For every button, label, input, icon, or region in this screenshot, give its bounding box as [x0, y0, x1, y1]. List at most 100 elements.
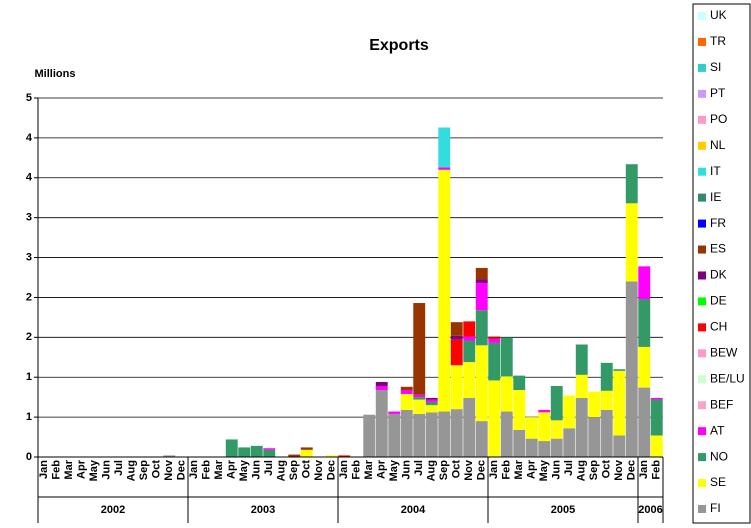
x-tick-label: Sep — [588, 460, 600, 480]
x-tick-label: Sep — [288, 460, 300, 480]
x-tick-label: Jul — [263, 460, 275, 476]
bar-segment — [413, 394, 426, 398]
legend-swatch — [698, 193, 706, 202]
bar-segment — [575, 397, 588, 457]
legend-swatch — [698, 427, 706, 436]
bar-segment — [425, 412, 438, 457]
bar-segment — [513, 389, 526, 430]
x-tick-label: Sep — [138, 460, 150, 480]
x-tick-label: Feb — [51, 460, 63, 480]
bar-segment — [550, 420, 563, 439]
bar-segment — [250, 445, 263, 457]
bar-segment — [613, 435, 626, 457]
bar-segment — [463, 397, 476, 457]
bar-segment — [475, 283, 488, 311]
x-tick-label: Nov — [313, 459, 325, 481]
bar-segment — [475, 345, 488, 422]
bar-segment — [438, 127, 451, 168]
bar-segment — [600, 390, 613, 410]
legend-label: CH — [710, 320, 727, 334]
bar-segment — [588, 391, 601, 418]
legend-label: DK — [710, 268, 727, 282]
bar-segment — [650, 435, 663, 457]
x-tick-label: Dec — [476, 460, 488, 480]
bar-segment — [425, 405, 438, 413]
bar-segment — [488, 336, 501, 338]
bar-segment — [513, 429, 526, 457]
legend-label: UK — [710, 8, 727, 22]
y-tick-label: 3 — [26, 251, 32, 263]
bar-segment — [463, 340, 476, 363]
bar-segment — [375, 382, 388, 386]
y-tick-label: 4 — [26, 172, 33, 184]
bar-segment — [388, 411, 401, 414]
x-tick-label: Dec — [626, 460, 638, 480]
bar-segment — [488, 338, 501, 343]
bar-segment — [638, 266, 651, 300]
bar-segment — [488, 380, 501, 457]
bar-segment — [613, 369, 626, 371]
bar-segment — [625, 203, 638, 282]
y-tick-label: 1 — [26, 411, 32, 423]
bar-segment — [625, 164, 638, 204]
bar-segment — [450, 409, 463, 457]
bar-segment — [525, 417, 538, 439]
legend-box — [692, 3, 751, 524]
x-tick-label: Mar — [513, 459, 525, 479]
x-tick-label: Feb — [501, 460, 513, 480]
legend-swatch — [698, 271, 706, 280]
x-tick-label: Jun — [251, 460, 263, 480]
x-tick-label: Oct — [601, 460, 613, 479]
x-tick-label: Aug — [576, 460, 588, 481]
x-tick-label: Feb — [651, 460, 663, 480]
legend-label: IT — [710, 164, 721, 178]
x-tick-label: Jan — [338, 460, 350, 479]
bar-segment — [325, 455, 338, 457]
bar-segment — [413, 399, 426, 414]
bar-segment — [425, 401, 438, 406]
bar-segment — [525, 438, 538, 457]
x-tick-label: Nov — [463, 459, 475, 481]
bar-segment — [488, 337, 501, 339]
bar-segment — [600, 409, 613, 457]
legend-swatch — [698, 297, 706, 306]
y-tick-label: 5 — [26, 92, 32, 104]
bar-segment — [163, 455, 176, 457]
chart-title: Exports — [369, 37, 429, 54]
x-tick-label: Jul — [113, 460, 125, 476]
x-tick-label: Jan — [38, 460, 50, 479]
y-tick-label: 3 — [26, 212, 32, 224]
y-axis-label: Millions — [35, 68, 76, 80]
year-label: 2004 — [401, 504, 426, 516]
bar-segment — [450, 335, 463, 340]
bar-segment — [538, 441, 551, 457]
legend-label: FR — [710, 216, 726, 230]
x-tick-label: Sep — [438, 460, 450, 480]
legend-label: BEW — [710, 345, 738, 359]
x-tick-label: Apr — [76, 459, 88, 479]
legend-label: AT — [710, 423, 725, 437]
bar-segment — [263, 448, 276, 450]
x-tick-label: Mar — [213, 459, 225, 479]
bar-segment — [463, 336, 476, 341]
bar-segment — [463, 321, 476, 337]
bar-segment — [500, 337, 513, 377]
legend-swatch — [698, 453, 706, 462]
x-tick-label: Jan — [638, 460, 650, 479]
bar-segment — [238, 447, 251, 457]
x-tick-label: May — [388, 459, 400, 481]
x-tick-label: Nov — [163, 459, 175, 481]
x-tick-label: Jan — [488, 460, 500, 479]
bar-segment — [375, 385, 388, 390]
legend-label: NO — [710, 449, 728, 463]
bar-segment — [500, 376, 513, 412]
legend-swatch — [698, 323, 706, 332]
legend-swatch — [698, 115, 706, 124]
bar-segment — [225, 439, 238, 457]
bar-segment — [475, 310, 488, 346]
legend-swatch — [698, 89, 706, 98]
x-tick-label: Oct — [301, 460, 313, 479]
bar-segment — [450, 322, 463, 336]
x-tick-label: Nov — [613, 459, 625, 481]
legend-swatch — [698, 479, 706, 488]
